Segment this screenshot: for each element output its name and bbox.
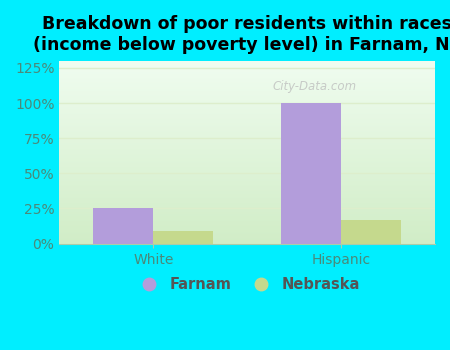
Legend: Farnam, Nebraska: Farnam, Nebraska [130, 273, 364, 296]
Bar [153, 231, 213, 244]
Bar [281, 103, 341, 244]
Bar [341, 220, 401, 244]
Bar [93, 209, 153, 244]
Text: City-Data.com: City-Data.com [273, 80, 357, 93]
Title: Breakdown of poor residents within races
(income below poverty level) in Farnam,: Breakdown of poor residents within races… [33, 15, 450, 54]
